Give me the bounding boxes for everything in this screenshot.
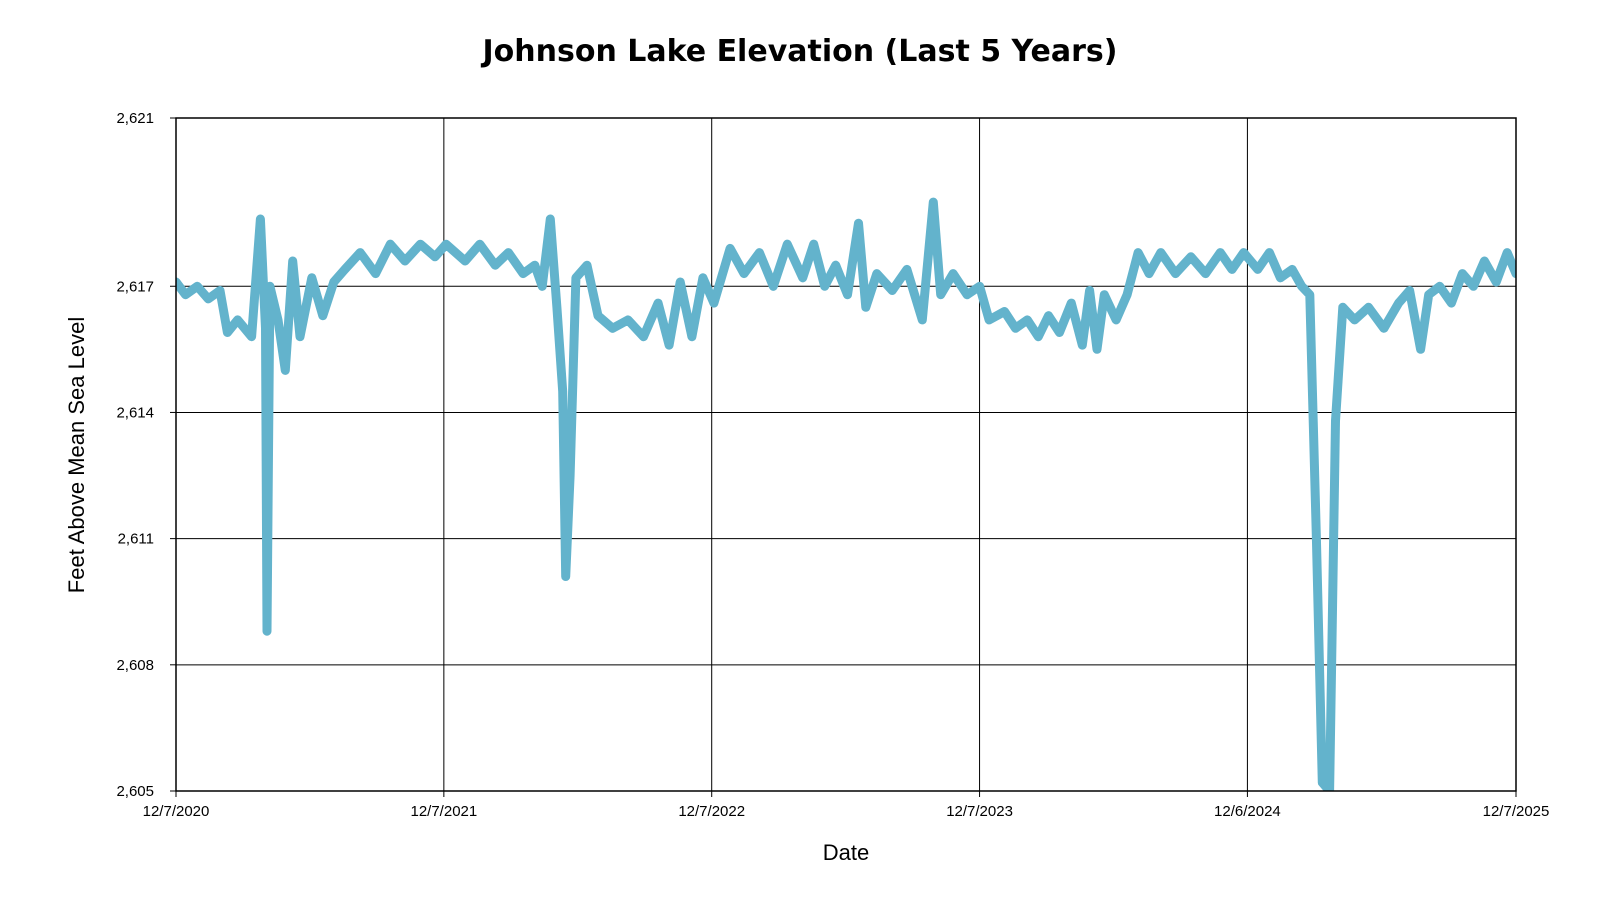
x-tick-label: 12/7/2025 xyxy=(1483,803,1550,820)
y-axis-label: Feet Above Mean Sea Level xyxy=(64,317,89,593)
y-tick-label: 2,611 xyxy=(118,531,154,548)
tick-labels: 2,605 2,608 2,611 2,614 2,617 2,621 12/7/2020 1… xyxy=(116,110,1549,820)
y-tick-label: 2,614 xyxy=(116,404,154,421)
y-tick-label: 2,605 xyxy=(116,783,154,800)
x-axis-label: Date xyxy=(823,840,869,865)
x-tick-label: 12/7/2020 xyxy=(143,803,210,820)
x-tick-label: 12/7/2023 xyxy=(946,803,1013,820)
elevation-series-line xyxy=(176,197,1516,791)
y-tick-label: 2,608 xyxy=(116,657,154,674)
plot-area-frame xyxy=(175,117,1517,792)
x-tick-label: 12/7/2021 xyxy=(410,803,477,820)
chart-title: Johnson Lake Elevation (Last 5 Years) xyxy=(481,34,1118,69)
x-tick-label: 12/7/2022 xyxy=(678,803,745,820)
series-layer xyxy=(176,197,1516,791)
y-tick-label: 2,621 xyxy=(116,110,154,127)
x-tick-label: 12/6/2024 xyxy=(1214,803,1281,820)
y-tick-label: 2,617 xyxy=(116,278,154,295)
